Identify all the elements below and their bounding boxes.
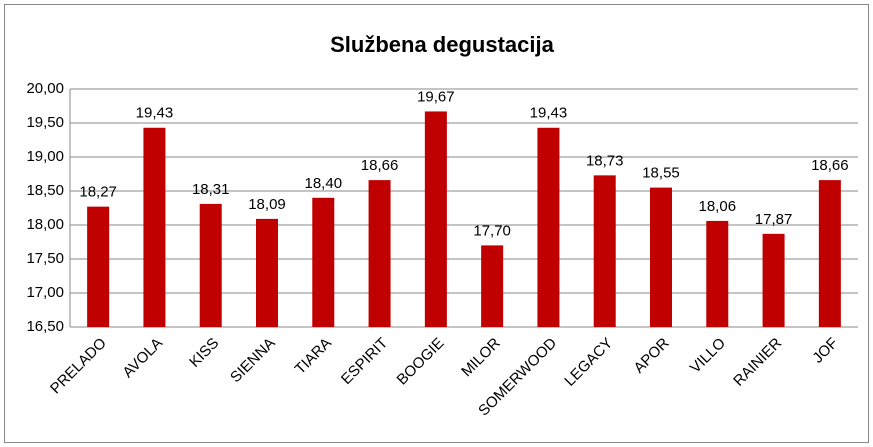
value-label: 18,06 xyxy=(699,198,737,215)
value-label: 19,43 xyxy=(136,105,174,122)
value-label: 19,43 xyxy=(530,105,568,122)
value-label: 18,55 xyxy=(642,165,680,182)
value-label: 18,09 xyxy=(248,196,286,213)
bar xyxy=(481,245,504,327)
value-label: 19,67 xyxy=(417,88,455,105)
bar xyxy=(199,203,222,327)
bar xyxy=(368,180,391,327)
value-label: 18,40 xyxy=(305,175,343,192)
y-tick-label: 17,50 xyxy=(26,250,64,267)
value-label: 17,87 xyxy=(755,211,793,228)
y-tick-label: 18,00 xyxy=(26,216,64,233)
chart-title: Službena degustacija xyxy=(330,32,554,57)
bar xyxy=(424,111,447,327)
value-label: 17,70 xyxy=(473,222,511,239)
bar xyxy=(87,206,110,327)
value-label: 18,27 xyxy=(79,184,117,201)
value-label: 18,73 xyxy=(586,152,624,169)
y-tick-label: 17,00 xyxy=(26,284,64,301)
bar xyxy=(706,220,729,327)
bar xyxy=(312,197,335,327)
y-tick-label: 19,00 xyxy=(26,148,64,165)
bar xyxy=(650,187,672,327)
bar xyxy=(143,127,166,327)
y-tick-label: 18,50 xyxy=(26,182,64,199)
y-tick-label: 16,50 xyxy=(26,318,64,335)
y-tick-label: 19,50 xyxy=(26,114,64,131)
value-label: 18,66 xyxy=(361,157,399,174)
y-tick-label: 20,00 xyxy=(26,80,64,97)
value-label: 18,66 xyxy=(811,157,849,174)
bar xyxy=(818,180,841,327)
value-label: 18,31 xyxy=(192,181,230,198)
bar xyxy=(762,233,785,327)
bar xyxy=(593,175,616,327)
bar xyxy=(537,127,560,327)
bar xyxy=(256,218,278,327)
